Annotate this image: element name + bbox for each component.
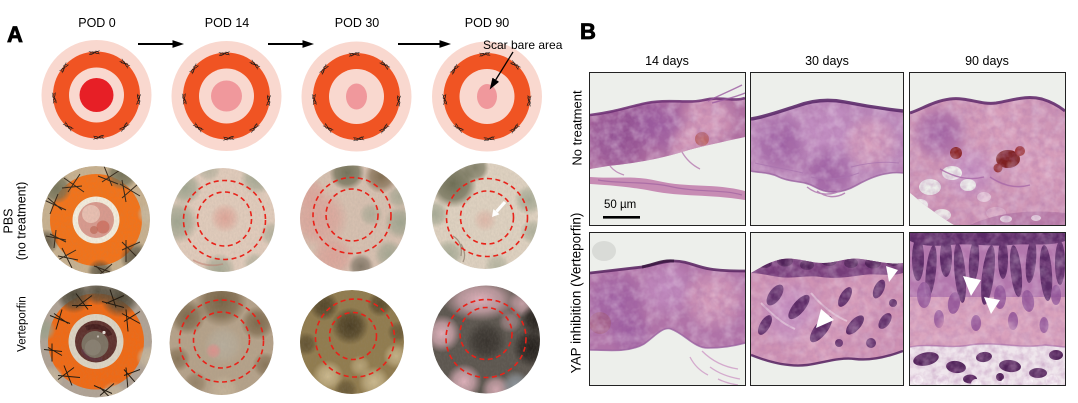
svg-text:50 µm: 50 µm bbox=[604, 199, 636, 211]
